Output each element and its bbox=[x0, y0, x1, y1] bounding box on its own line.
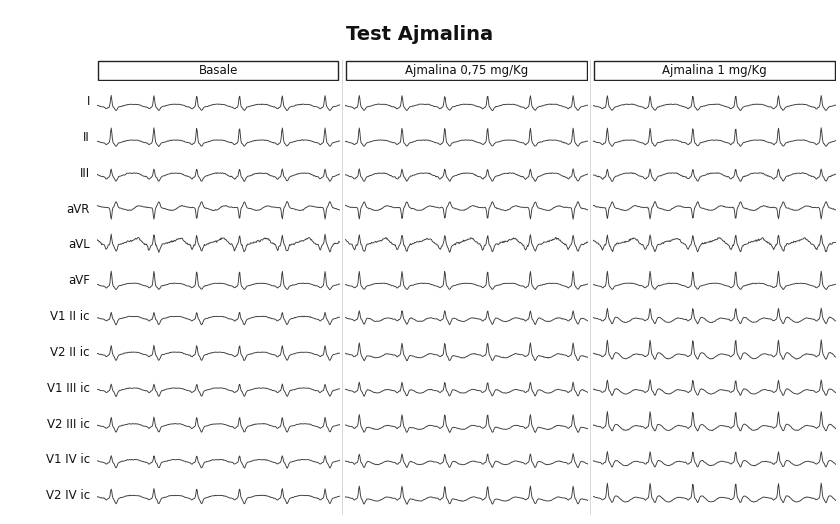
Text: Ajmalina 0,75 mg/Kg: Ajmalina 0,75 mg/Kg bbox=[405, 64, 528, 77]
Text: Basale: Basale bbox=[198, 64, 238, 77]
Text: aVL: aVL bbox=[68, 238, 90, 252]
Text: I: I bbox=[87, 95, 90, 108]
Text: V2 II ic: V2 II ic bbox=[50, 346, 90, 359]
Text: Test Ajmalina: Test Ajmalina bbox=[346, 25, 494, 43]
Text: aVF: aVF bbox=[68, 274, 90, 287]
Text: V1 III ic: V1 III ic bbox=[47, 381, 90, 395]
Text: Ajmalina 1 mg/Kg: Ajmalina 1 mg/Kg bbox=[662, 64, 767, 77]
Text: V2 IV ic: V2 IV ic bbox=[45, 489, 90, 502]
Text: aVR: aVR bbox=[66, 203, 90, 216]
FancyBboxPatch shape bbox=[97, 61, 339, 80]
Text: V2 III ic: V2 III ic bbox=[47, 418, 90, 431]
Text: III: III bbox=[80, 167, 90, 180]
Text: V1 IV ic: V1 IV ic bbox=[45, 453, 90, 466]
FancyBboxPatch shape bbox=[346, 61, 586, 80]
FancyBboxPatch shape bbox=[594, 61, 835, 80]
Text: V1 II ic: V1 II ic bbox=[50, 310, 90, 323]
Text: II: II bbox=[83, 131, 90, 144]
